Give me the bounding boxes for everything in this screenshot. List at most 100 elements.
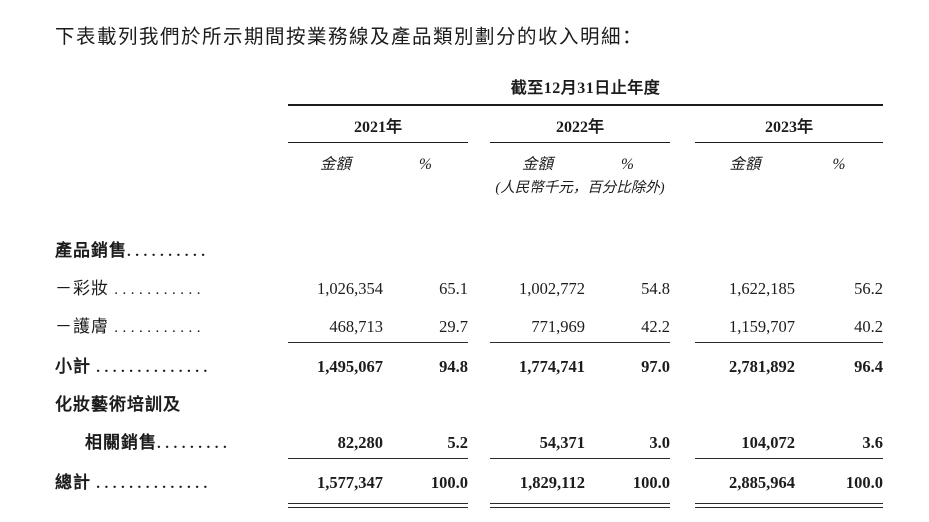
table-subheader-row: 金額 % 金額 % 金額 % xyxy=(55,143,883,174)
amount-header-2022: 金額 xyxy=(521,156,553,173)
amount-2021-cell: 1,577,347 xyxy=(317,473,383,492)
period-header: 截至12月31日止年度 xyxy=(288,74,884,106)
spacer-cell xyxy=(670,106,695,143)
percent-2021-cell: 5.2 xyxy=(383,421,468,459)
amount-2022-cell: 1,829,112 xyxy=(519,473,585,492)
amount-2023-cell: 2,885,964 xyxy=(729,473,795,492)
percent-2023-cell xyxy=(795,383,883,421)
row-label: 小計 .............. xyxy=(55,343,288,383)
empty-cell xyxy=(55,106,288,143)
percent-header-2021: % xyxy=(419,156,432,173)
percent-2023-cell: 56.2 xyxy=(854,279,884,298)
row-label-text: 相關銷售 xyxy=(85,433,157,452)
percent-2021-cell xyxy=(383,229,468,267)
percent-header-2022: % xyxy=(621,156,634,173)
empty-cell xyxy=(383,174,468,197)
amount-2021-cell: 468,713 xyxy=(288,305,383,343)
spacer-cell xyxy=(468,343,490,383)
percent-2023-cell: 100.0 xyxy=(845,473,884,492)
empty-cell xyxy=(795,174,883,197)
spacer-cell xyxy=(468,143,490,174)
table-row-color-cosmetics: －彩妝 ........... 1,026,354 65.1 1,002,772… xyxy=(55,267,883,305)
amount-2023-cell: 104,072 xyxy=(695,421,795,459)
row-label-text: 產品銷售 xyxy=(55,241,127,260)
double-rule xyxy=(383,499,468,508)
percent-2023-cell: 3.6 xyxy=(795,421,884,459)
row-label: 產品銷售.......... xyxy=(55,229,288,267)
amount-2023-cell xyxy=(695,229,795,267)
percent-2022-cell: 3.0 xyxy=(585,421,670,459)
spacer-cell xyxy=(468,305,490,343)
leader-dots: ........... xyxy=(114,320,205,336)
amount-2021-cell xyxy=(288,229,383,267)
spacer-row xyxy=(55,197,883,229)
spacer-cell xyxy=(468,499,490,508)
table-year-header-row: 2021年 2022年 2023年 xyxy=(55,106,884,143)
percent-2023-cell: 96.4 xyxy=(854,357,884,376)
spacer-cell xyxy=(670,229,695,267)
leader-dots: ........... xyxy=(114,282,205,298)
row-label: －護膚 ........... xyxy=(55,305,288,343)
spacer-cell xyxy=(468,174,490,197)
table-row-training-label: 化妝藝術培訓及 xyxy=(55,383,883,421)
spacer-cell xyxy=(468,459,490,499)
table-row-training-sales: 相關銷售......... 82,280 5.2 54,371 3.0 104,… xyxy=(55,421,884,459)
leader-dots: .......... xyxy=(127,244,210,260)
percent-2022-cell xyxy=(585,383,670,421)
row-label-text: －彩妝 xyxy=(55,279,109,298)
row-label-text: 小計 xyxy=(55,357,91,376)
year-2023-header: 2023年 xyxy=(695,106,884,143)
empty-cell xyxy=(55,143,288,174)
percent-2021-cell: 65.1 xyxy=(439,279,468,298)
double-rule xyxy=(795,499,884,508)
amount-2021-cell: 1,495,067 xyxy=(317,357,383,376)
spacer-cell xyxy=(670,421,695,459)
amount-2022-cell: 54,371 xyxy=(490,421,585,459)
double-rule xyxy=(490,499,585,508)
percent-2022-cell: 97.0 xyxy=(641,357,670,376)
spacer-cell xyxy=(468,383,490,421)
percent-2021-cell: 100.0 xyxy=(430,473,468,492)
double-rule xyxy=(585,499,670,508)
percent-2021-cell: 94.8 xyxy=(439,357,468,376)
table-row-product-sales: 產品銷售.......... xyxy=(55,229,883,267)
amount-2023-cell: 1,622,185 xyxy=(729,279,795,298)
spacer-cell xyxy=(468,229,490,267)
section-intro-text: 下表載列我們於所示期間按業務線及產品類別劃分的收入明細： xyxy=(55,27,644,48)
amount-2021-cell: 1,026,354 xyxy=(317,279,383,298)
spacer-cell xyxy=(670,267,695,305)
percent-2021-cell: 29.7 xyxy=(383,305,468,343)
leader-dots: .............. xyxy=(96,476,212,492)
amount-2023-cell: 2,781,892 xyxy=(729,357,795,376)
percent-2022-cell: 100.0 xyxy=(632,473,670,492)
percent-2021-cell xyxy=(383,383,468,421)
percent-2023-cell: 40.2 xyxy=(795,305,884,343)
double-rule-row xyxy=(55,499,884,508)
row-label: 相關銷售......... xyxy=(55,421,288,459)
spacer-cell xyxy=(670,383,695,421)
row-label: －彩妝 ........... xyxy=(55,267,288,305)
revenue-table: 截至12月31日止年度 2021年 2022年 2023年 金額 % 金額 % … xyxy=(55,74,884,508)
table-unit-note-row: (人民幣千元，百分比除外) xyxy=(55,174,883,197)
percent-2022-cell: 54.8 xyxy=(641,279,670,298)
leader-dots: ......... xyxy=(157,436,232,452)
unit-note: (人民幣千元，百分比除外) xyxy=(495,180,665,196)
row-label: 化妝藝術培訓及 xyxy=(55,383,288,421)
double-rule xyxy=(288,499,383,508)
spacer-cell xyxy=(670,499,695,508)
amount-2023-cell xyxy=(695,383,795,421)
amount-2022-cell xyxy=(490,229,585,267)
amount-2023-cell: 1,159,707 xyxy=(695,305,795,343)
row-label-text: －護膚 xyxy=(55,317,109,336)
percent-header-2023: % xyxy=(832,156,846,173)
year-2021-header: 2021年 xyxy=(288,106,468,143)
percent-2023-cell xyxy=(795,229,883,267)
row-label-text: 化妝藝術培訓及 xyxy=(55,395,181,414)
amount-header-2021: 金額 xyxy=(319,156,351,173)
spacer-cell xyxy=(670,459,695,499)
spacer-cell xyxy=(468,267,490,305)
spacer-cell xyxy=(468,106,490,143)
amount-2022-cell: 1,002,772 xyxy=(519,279,585,298)
amount-2021-cell xyxy=(288,383,383,421)
amount-header-2023: 金額 xyxy=(729,156,761,173)
